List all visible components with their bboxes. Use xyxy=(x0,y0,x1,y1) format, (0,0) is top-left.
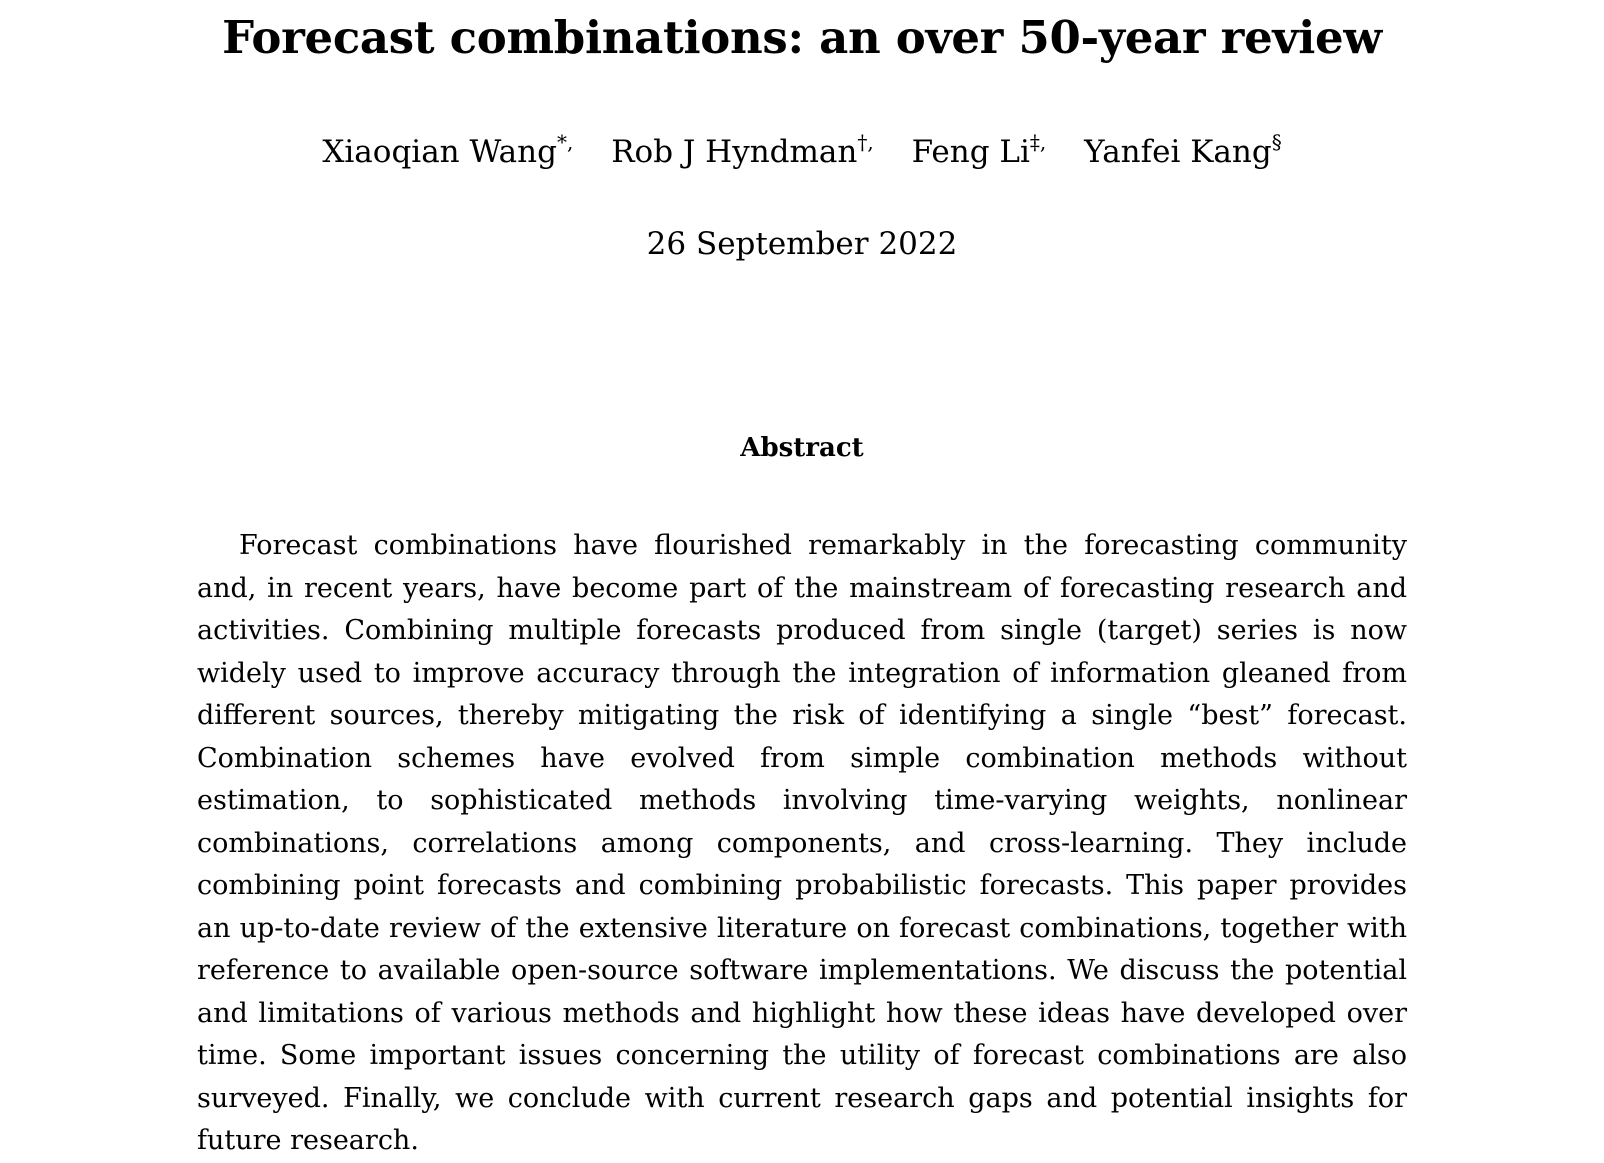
abstract-text: Forecast combinations have flourished re… xyxy=(197,530,1407,1156)
author-4: Yanfei Kang§ xyxy=(1084,130,1282,174)
author-list: Xiaoqian Wang*, Rob J Hyndman†, Feng Li‡… xyxy=(0,130,1604,174)
author-1: Xiaoqian Wang*, xyxy=(322,130,573,174)
author-name: Yanfei Kang xyxy=(1084,134,1272,170)
author-name: Feng Li xyxy=(911,134,1030,170)
author-footnote-mark: ‡, xyxy=(1029,130,1047,154)
paper-title: Forecast combinations: an over 50-year r… xyxy=(222,11,1382,64)
publication-date: 26 September 2022 xyxy=(646,226,958,262)
abstract-heading: Abstract xyxy=(740,433,864,463)
author-footnote-mark: †, xyxy=(857,130,874,154)
author-3: Feng Li‡, xyxy=(912,130,1047,174)
author-footnote-mark: § xyxy=(1271,130,1282,154)
author-footnote-mark: *, xyxy=(556,130,574,154)
author-name: Rob J Hyndman xyxy=(611,134,858,170)
author-2: Rob J Hyndman†, xyxy=(611,130,874,174)
author-name: Xiaoqian Wang xyxy=(322,134,557,170)
paper-title-page: Forecast combinations: an over 50-year r… xyxy=(0,11,1604,1156)
